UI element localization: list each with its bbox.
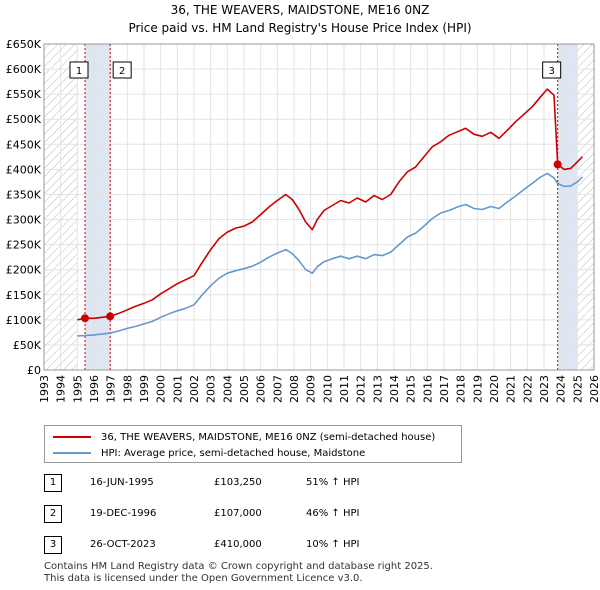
chart-title: 36, THE WEAVERS, MAIDSTONE, ME16 0NZ: [170, 3, 430, 17]
y-tick-label: £200K: [6, 264, 42, 277]
y-tick-label: £650K: [6, 38, 42, 51]
x-tick-label: 2002: [188, 375, 201, 403]
transaction-price: £410,000: [214, 539, 262, 550]
x-tick-label: 2010: [321, 375, 334, 403]
y-tick-label: £350K: [6, 188, 42, 201]
x-tick-label: 2008: [288, 375, 301, 403]
x-tick-label: 2024: [555, 375, 568, 403]
x-tick-label: 2017: [438, 375, 451, 403]
y-tick-label: £400K: [6, 163, 42, 176]
chart-legend: 36, THE WEAVERS, MAIDSTONE, ME16 0NZ (se…: [44, 425, 462, 463]
hatched-region: [577, 44, 594, 370]
y-tick-label: £550K: [6, 88, 42, 101]
sale-band: [557, 44, 578, 370]
transaction-date: 16-JUN-1995: [90, 477, 154, 488]
x-tick-label: 2016: [421, 375, 434, 403]
x-tick-label: 2019: [471, 375, 484, 403]
y-tick-label: £500K: [6, 113, 42, 126]
x-tick-label: 2006: [255, 375, 268, 403]
x-tick-label: 1994: [55, 375, 68, 403]
legend-item-hpi: HPI: Average price, semi-detached house,…: [53, 446, 365, 460]
y-tick-label: £450K: [6, 138, 42, 151]
y-tick-label: £50K: [13, 339, 42, 352]
hpi-line: [77, 172, 583, 337]
x-tick-label: 2004: [221, 375, 234, 403]
x-tick-label: 2026: [588, 375, 600, 403]
transaction-price: £103,250: [214, 477, 262, 488]
transaction-number: 3: [44, 536, 62, 554]
x-tick-label: 2007: [271, 375, 284, 403]
price-chart: 1 2 3 £0 £50K £100K £150K £200K £250K £300K £350K…: [6, 38, 600, 403]
x-tick-label: 2009: [305, 375, 318, 403]
footer-license: This data is licensed under the Open Gov…: [44, 573, 363, 584]
y-tick-label: £100K: [6, 314, 42, 327]
sale-point: [81, 314, 89, 323]
x-tick-label: 2025: [571, 375, 584, 403]
legend-item-property: 36, THE WEAVERS, MAIDSTONE, ME16 0NZ (se…: [53, 430, 435, 444]
sale-label: 2: [119, 66, 125, 77]
legend-label-property: 36, THE WEAVERS, MAIDSTONE, ME16 0NZ (se…: [101, 431, 436, 443]
x-tick-label: 2012: [355, 375, 368, 403]
x-tick-label: 1997: [105, 375, 118, 403]
x-tick-label: 2023: [538, 375, 551, 403]
transaction-number: 2: [44, 505, 62, 523]
transaction-hpi: 51% ↑ HPI: [306, 477, 360, 488]
chart-subtitle: Price paid vs. HM Land Registry's House …: [128, 21, 472, 35]
x-tick-label: 2013: [371, 375, 384, 403]
property-price-line: [77, 88, 583, 321]
sale-label-box: [542, 61, 562, 79]
x-tick-label: 2021: [505, 375, 518, 403]
y-tick-label: £150K: [6, 289, 42, 302]
sale-label-box: [69, 61, 89, 79]
sale-label: 1: [76, 66, 82, 77]
sale-label: 3: [548, 66, 554, 77]
x-tick-label: 1998: [121, 375, 134, 403]
x-tick-label: 1993: [38, 375, 51, 403]
y-tick-label: £600K: [6, 63, 42, 76]
x-tick-label: 1999: [138, 375, 151, 403]
footer-copyright: Contains HM Land Registry data © Crown c…: [44, 561, 433, 572]
legend-swatch-property: [53, 436, 91, 438]
transaction-date: 26-OCT-2023: [90, 539, 156, 550]
transaction-hpi: 46% ↑ HPI: [306, 508, 360, 519]
x-tick-label: 2015: [405, 375, 418, 403]
x-tick-label: 2001: [171, 375, 184, 403]
x-tick-label: 1995: [71, 375, 84, 403]
x-tick-label: 2018: [455, 375, 468, 403]
transaction-date: 19-DEC-1996: [90, 508, 157, 519]
transaction-price: £107,000: [214, 508, 262, 519]
x-tick-label: 2000: [155, 375, 168, 403]
sale-point: [553, 160, 562, 169]
x-tick-label: 2011: [338, 375, 351, 403]
legend-label-hpi: HPI: Average price, semi-detached house,…: [101, 447, 366, 459]
x-tick-label: 2005: [238, 375, 251, 403]
x-tick-label: 2020: [488, 375, 501, 403]
y-tick-label: £0: [27, 364, 41, 377]
sale-band: [85, 44, 111, 370]
sale-point: [106, 312, 115, 321]
y-tick-label: £300K: [6, 214, 42, 227]
x-tick-label: 1996: [88, 375, 101, 403]
x-tick-label: 2003: [205, 375, 218, 403]
x-tick-label: 2014: [388, 375, 401, 403]
legend-swatch-hpi: [53, 452, 91, 454]
transaction-hpi: 10% ↑ HPI: [306, 539, 360, 550]
x-tick-label: 2022: [521, 375, 534, 403]
y-tick-label: £250K: [6, 239, 42, 252]
transaction-number: 1: [44, 474, 62, 492]
sale-label-box: [112, 61, 132, 79]
